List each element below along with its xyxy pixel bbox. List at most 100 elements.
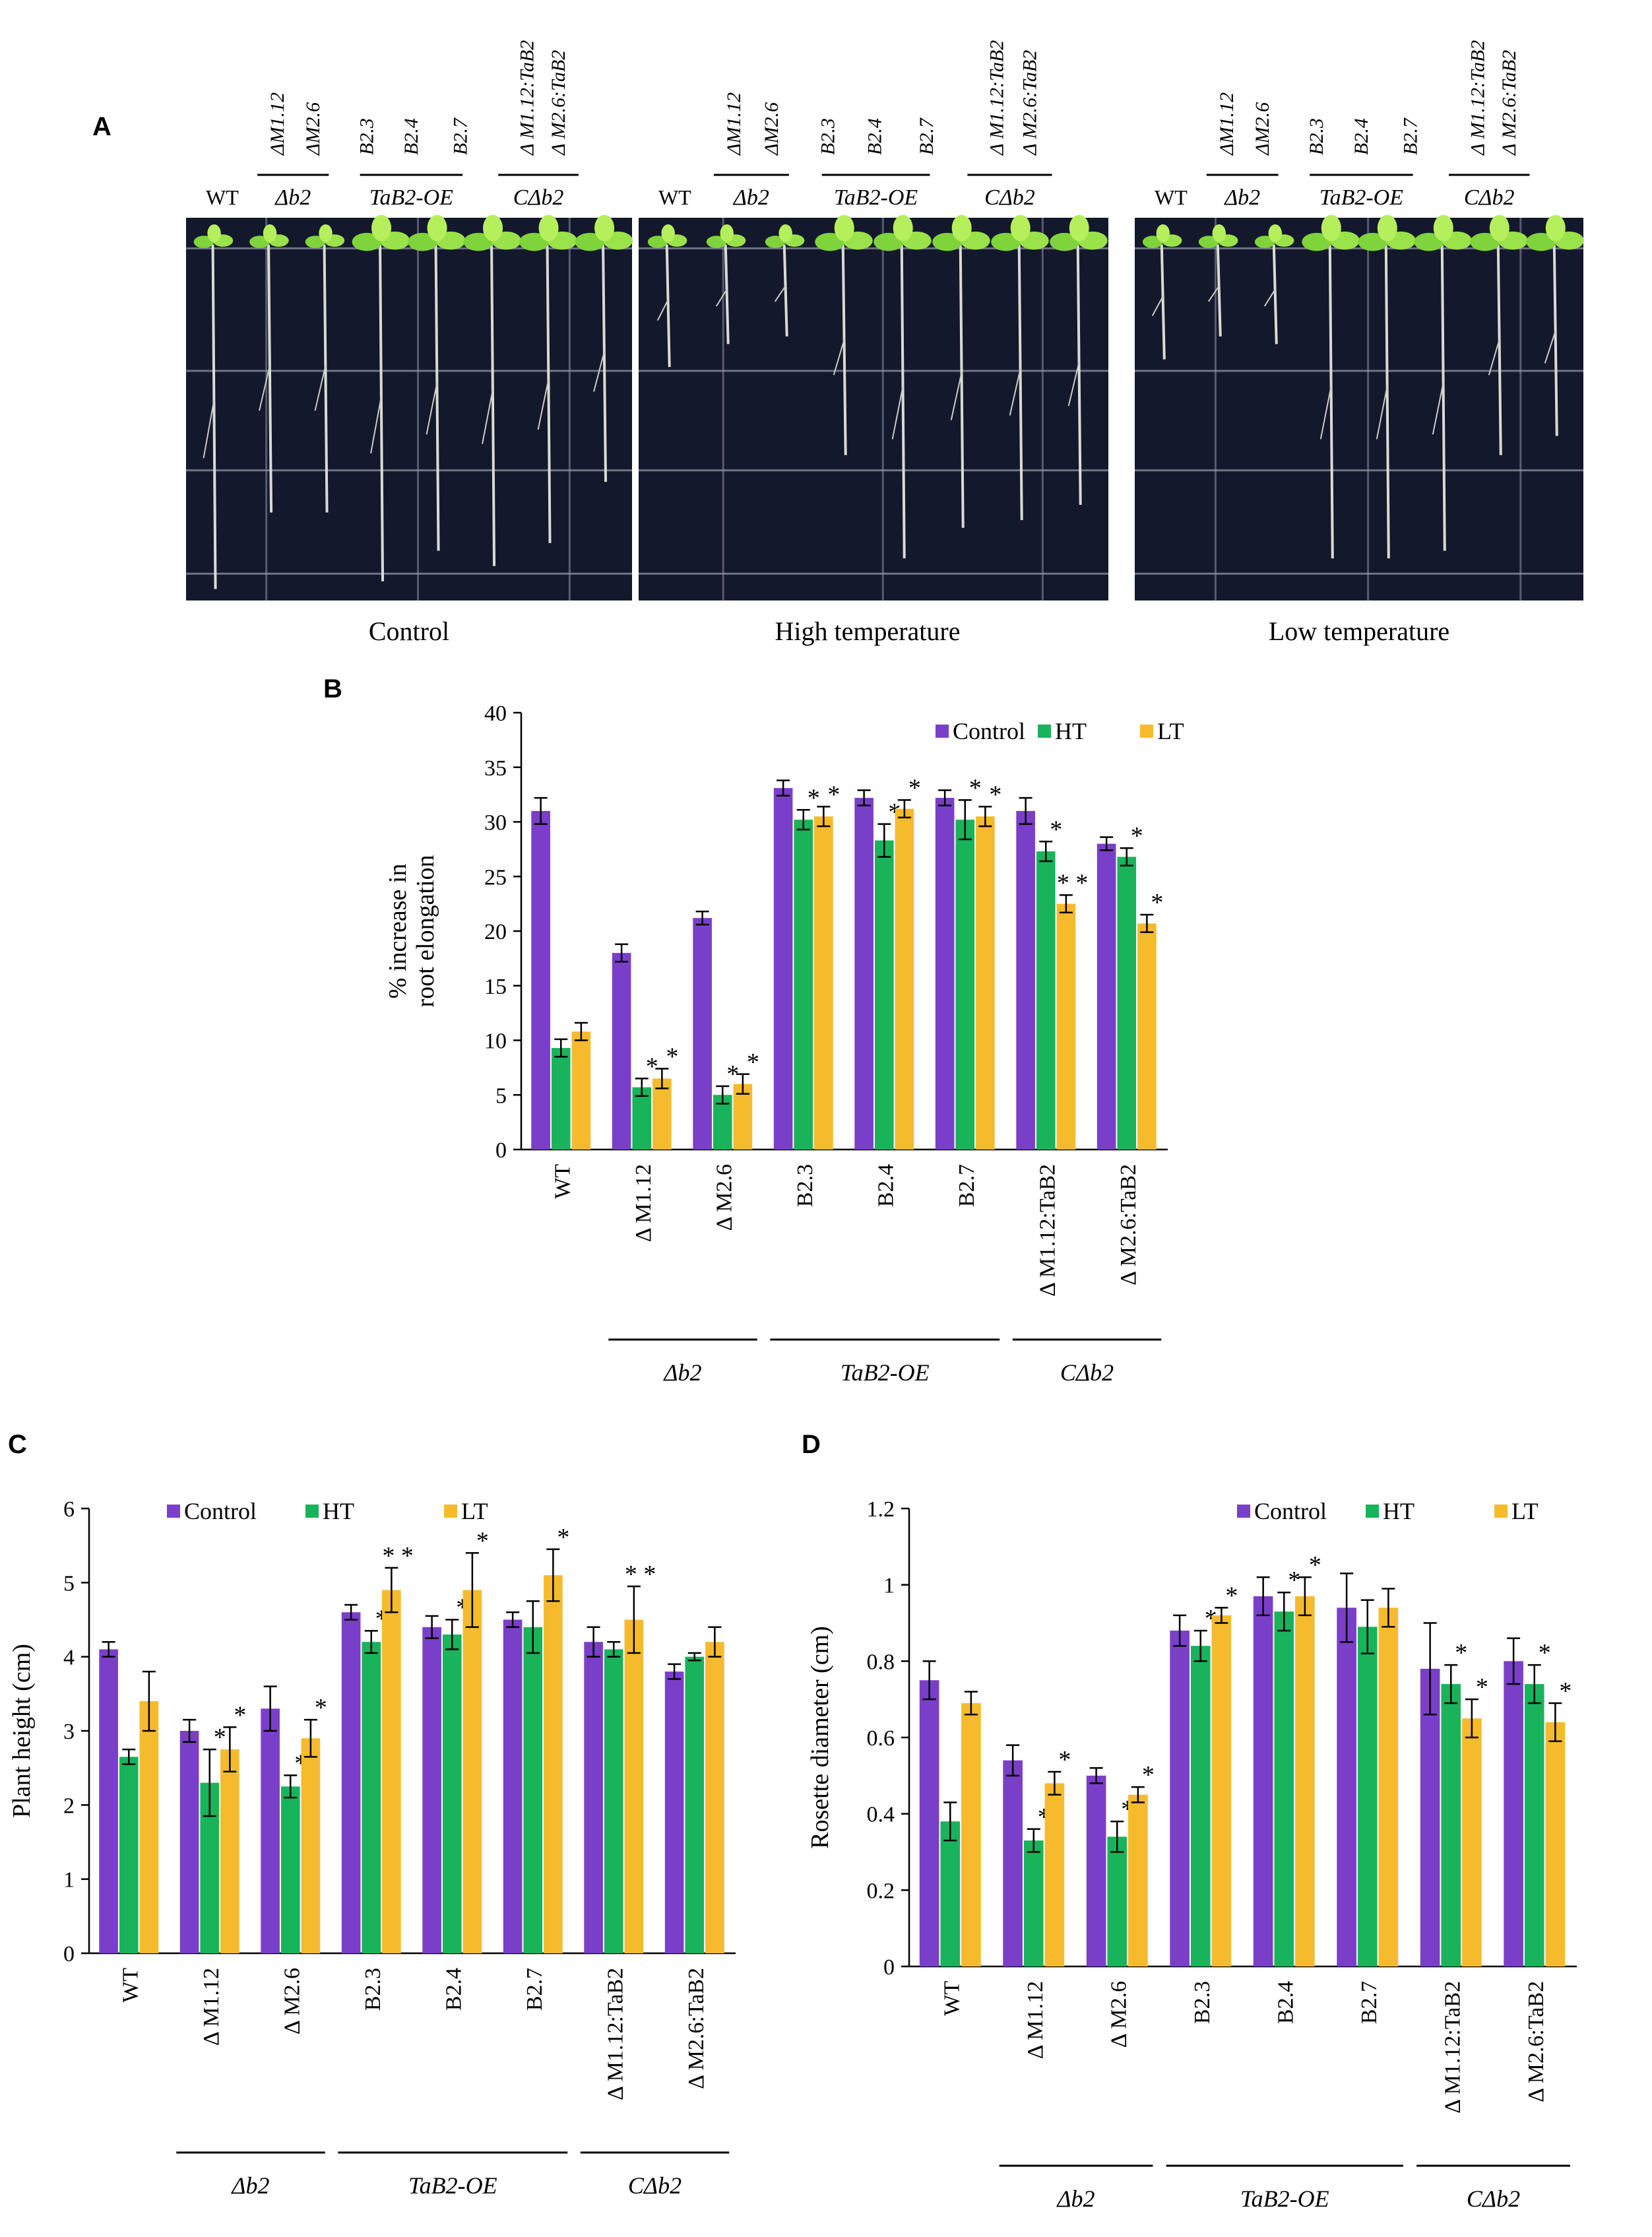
- bar-ht: [119, 1757, 139, 1953]
- bar-control: [179, 1731, 199, 1953]
- seedling-leaf: [594, 214, 615, 242]
- seedling-root: [1160, 244, 1166, 360]
- seedling-leaf: [661, 224, 675, 243]
- seedling-root: [841, 244, 847, 455]
- seedling: [1302, 214, 1360, 559]
- significance-star: *: [1142, 1761, 1155, 1789]
- seedling-leaf: [319, 224, 333, 243]
- seedling-root: [724, 244, 730, 344]
- seedling-root: [490, 244, 496, 566]
- line-label: ΔM2.6: [1252, 102, 1273, 156]
- group-label: TaB2-OE: [369, 185, 453, 210]
- seedling-root: [1272, 244, 1278, 344]
- line-label: B2.7: [1400, 117, 1422, 155]
- x-tick-label: B2.3: [361, 1968, 385, 2011]
- bar-control: [612, 953, 631, 1150]
- seedling-leaf: [815, 232, 845, 251]
- y-tick-label: 2: [63, 1794, 75, 1818]
- seedling: [1358, 214, 1416, 559]
- bar-lt: [1462, 1718, 1482, 1966]
- seedling: [193, 224, 234, 589]
- significance-star: *: [476, 1527, 489, 1555]
- seedling-leaf: [538, 214, 559, 242]
- group-label: Δb2: [1056, 2186, 1095, 2212]
- seedling: [1470, 214, 1528, 455]
- bar-ht: [955, 820, 975, 1150]
- y-tick-label: 6: [63, 1497, 75, 1522]
- seedling: [1526, 214, 1584, 436]
- group-label: Δb2: [732, 185, 769, 210]
- legend-swatch: [167, 1505, 180, 1518]
- bar-control: [261, 1708, 280, 1953]
- group-label: CΔb2: [1464, 185, 1515, 210]
- y-tick-label: 3: [63, 1720, 75, 1744]
- chart-d-rosette-diameter: 0 0.2 0.4 0.6 0.8 1 1.2 Rosette diameter (cm) WT…: [806, 1497, 1577, 2212]
- bar-control: [1096, 843, 1116, 1150]
- seedling-root: [900, 244, 906, 559]
- y-tick-label: 1: [63, 1868, 75, 1893]
- group-label: CΔb2: [513, 185, 564, 210]
- seedling-leaf: [1526, 232, 1556, 251]
- y-tick-label: 1.2: [867, 1497, 895, 1522]
- significance-star: * *: [625, 1561, 656, 1588]
- x-tick-label: B2.7: [1357, 1981, 1382, 2024]
- significance-star: *: [1151, 889, 1163, 917]
- bar-ht: [442, 1634, 462, 1953]
- seedling: [519, 214, 577, 544]
- seedling-lateral-root: [1544, 330, 1556, 364]
- y-tick-label: 0.6: [867, 1726, 895, 1751]
- seedling: [1142, 224, 1182, 360]
- seedling-lateral-root: [1488, 339, 1500, 375]
- significance-star: * *: [1057, 869, 1089, 897]
- y-tick-label: 20: [484, 920, 507, 944]
- legend-label: LT: [1511, 1498, 1539, 1524]
- legend-swatch: [1366, 1505, 1379, 1518]
- x-tick-label: Δ M2.6: [280, 1968, 304, 2034]
- seedling-leaf: [1302, 232, 1332, 251]
- y-axis-label: Rosette diameter (cm): [806, 1626, 834, 1849]
- seedling-leaf: [778, 224, 792, 243]
- legend-label: Control: [1254, 1498, 1327, 1524]
- line-label: Δ M2.6:TaB2: [548, 50, 569, 156]
- bar-control: [503, 1619, 523, 1953]
- bar-lt: [976, 816, 995, 1150]
- bar-ht: [280, 1786, 300, 1953]
- seedling: [352, 214, 410, 582]
- bar-control: [854, 798, 874, 1150]
- significance-star: *: [557, 1524, 569, 1551]
- significance-star: *: [315, 1694, 327, 1722]
- seedling-leaf: [519, 232, 550, 251]
- seedling-leaf: [1377, 214, 1397, 242]
- seedling-root: [211, 244, 217, 589]
- line-label: Δ M1.12:TaB2: [517, 40, 538, 156]
- bar-lt: [1044, 1783, 1065, 1966]
- bar-ht: [1023, 1840, 1044, 1966]
- seedling-leaf: [1470, 232, 1500, 251]
- chart-b-root-elongation: 0 5 10 15 20 25 30 35 40 % increase in root elonga…: [384, 701, 1184, 1386]
- panel-label-d: D: [802, 1430, 821, 1459]
- x-tick-label: WT: [550, 1164, 575, 1199]
- seedling-leaf: [1268, 224, 1283, 243]
- x-tick-label: Δ M1.12:TaB2: [1440, 1981, 1465, 2114]
- seedling-root: [1216, 244, 1222, 337]
- group-label: Δb2: [274, 185, 311, 210]
- seedling-root: [665, 244, 671, 368]
- bar-lt: [705, 1642, 724, 1953]
- x-tick-label: Δ M2.6:TaB2: [1524, 1981, 1548, 2102]
- bar-lt: [814, 816, 833, 1150]
- seedling: [765, 224, 805, 337]
- seedling-lateral-root: [1207, 285, 1220, 302]
- line-label: Δ M1.12:TaB2: [1467, 40, 1489, 156]
- seedling-lateral-root: [1263, 288, 1276, 307]
- x-tick-label: B2.4: [1273, 1981, 1298, 2024]
- y-tick-label: 10: [484, 1029, 507, 1054]
- seedling-lateral-root: [426, 382, 438, 435]
- bar-lt: [1378, 1607, 1399, 1966]
- seedling: [706, 224, 746, 344]
- seedling-root: [1552, 244, 1558, 436]
- bar-ht: [794, 820, 813, 1150]
- bar-lt: [733, 1084, 753, 1150]
- bar-control: [1504, 1661, 1523, 1966]
- y-tick-label: 40: [484, 701, 507, 726]
- y-tick-label: 1: [883, 1574, 895, 1598]
